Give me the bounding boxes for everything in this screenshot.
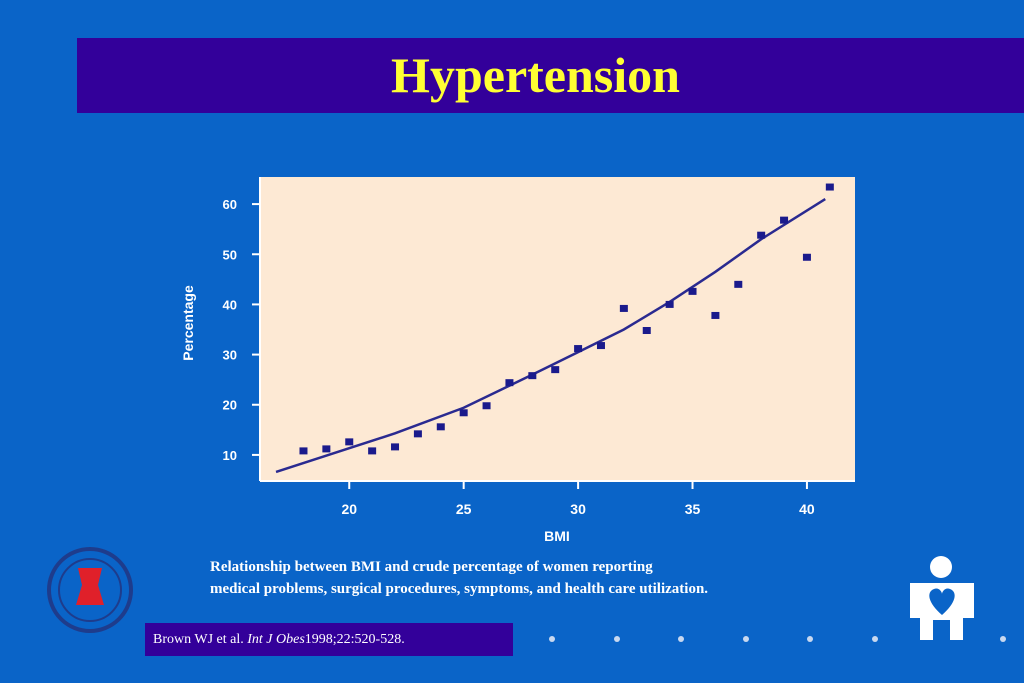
citation-details: 1998;22:520-528. [304, 632, 405, 647]
x-tick-label: 30 [570, 501, 586, 517]
data-point [345, 438, 354, 446]
data-point [391, 443, 400, 451]
x-tick-label: 35 [685, 501, 701, 517]
caption-line-2: medical problems, surgical procedures, s… [210, 581, 709, 597]
y-tick-label: 40 [223, 297, 237, 312]
x-tick-label: 20 [341, 501, 357, 517]
citation-journal: Int J Obes [247, 632, 305, 647]
decorative-dot [743, 636, 749, 642]
data-point [665, 300, 674, 308]
decorative-dot [549, 636, 555, 642]
y-tick-label: 20 [223, 398, 237, 413]
x-tick-label: 40 [799, 501, 815, 517]
decorative-dot [807, 636, 813, 642]
data-point [642, 327, 651, 335]
y-tick-label: 60 [223, 197, 237, 212]
data-point [802, 253, 811, 261]
data-point [413, 430, 422, 438]
data-point [596, 342, 605, 350]
data-point [734, 280, 743, 288]
x-tick-label: 25 [456, 501, 472, 517]
x-axis-label: BMI [544, 528, 570, 544]
data-point [322, 445, 331, 453]
data-point [436, 423, 445, 431]
data-point [505, 379, 514, 387]
data-point [711, 311, 720, 319]
person-heart-icon [910, 556, 974, 640]
data-point [780, 216, 789, 224]
decorative-dot [872, 636, 878, 642]
slide-title: Hypertension [391, 47, 680, 103]
caption-line-1: Relationship between BMI and crude perce… [210, 559, 653, 575]
data-point [619, 304, 628, 312]
decorative-dot [1000, 636, 1006, 642]
y-tick-label: 30 [223, 348, 237, 363]
chart-caption: Relationship between BMI and crude perce… [210, 556, 708, 600]
citation-authors: Brown WJ et al. [153, 632, 248, 647]
citation: Brown WJ et al. Int J Obes1998;22:520-52… [145, 623, 513, 656]
data-point [368, 447, 377, 455]
decorative-dot [614, 636, 620, 642]
data-point [551, 366, 560, 374]
data-point [482, 402, 491, 410]
y-tick-label: 50 [223, 247, 237, 262]
data-point [528, 372, 537, 380]
data-point [825, 183, 834, 191]
title-bar: Hypertension [77, 38, 1024, 113]
plot-area [260, 177, 855, 481]
data-point [459, 409, 468, 417]
decorative-dot [678, 636, 684, 642]
data-point [757, 231, 766, 239]
seal-logo-icon [47, 547, 133, 633]
fit-line [275, 198, 826, 474]
y-tick-label: 10 [223, 448, 237, 463]
data-point [688, 287, 697, 295]
data-point [299, 447, 308, 455]
data-point [574, 345, 583, 353]
